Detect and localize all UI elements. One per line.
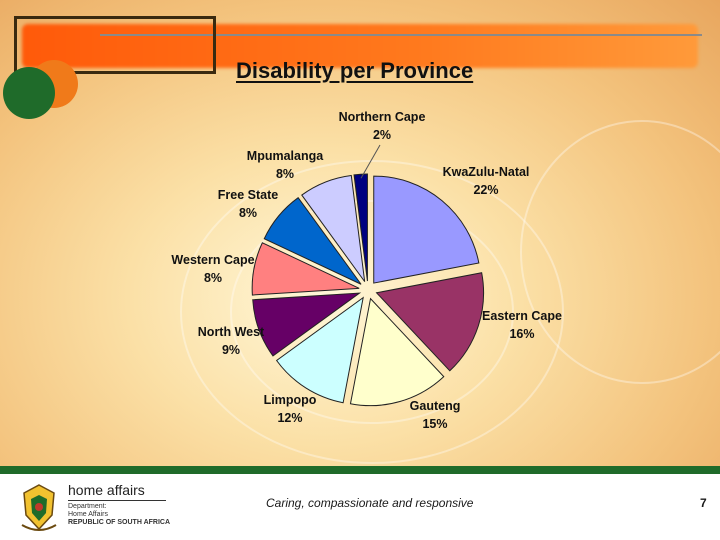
tagline: Caring, compassionate and responsive	[266, 496, 474, 510]
pie-slice-eastern-cape	[375, 272, 484, 372]
green-circle-decoration	[3, 67, 55, 119]
slice-label-mpumalanga: Mpumalanga	[247, 149, 324, 163]
logo-name: home affairs	[68, 482, 145, 498]
slice-label-eastern-cape: Eastern Cape	[482, 309, 562, 323]
logo-rule	[68, 500, 166, 501]
slice-value-mpumalanga: 8%	[276, 167, 294, 181]
page-number: 7	[700, 496, 707, 510]
pie-slice-northern-cape	[353, 173, 368, 282]
footer-bar	[0, 466, 720, 474]
slice-label-north-west: North West	[198, 325, 265, 339]
slice-value-western-cape: 8%	[204, 271, 222, 285]
slice-label-northern-cape: Northern Cape	[339, 110, 426, 124]
pie-slice-free-state	[263, 196, 362, 285]
header-rule	[100, 34, 702, 36]
background-swirl	[230, 200, 514, 424]
header-frame	[14, 16, 216, 74]
slice-value-north-west: 9%	[222, 343, 240, 357]
pie-chart: KwaZulu-Natal 22% Eastern Cape 16% Gauteng 15…	[171, 110, 562, 431]
coat-of-arms-icon	[21, 484, 57, 531]
slice-label-kwazulu-natal: KwaZulu-Natal	[443, 165, 530, 179]
slice-label-gauteng: Gauteng	[410, 399, 461, 413]
department-line: Home Affairs	[68, 511, 108, 518]
chart-title: Disability per Province	[236, 58, 474, 83]
slice-label-limpopo: Limpopo	[264, 393, 317, 407]
department-line: Department:	[68, 503, 107, 510]
slice-value-free-state: 8%	[239, 206, 257, 220]
slice-value-gauteng: 15%	[422, 417, 447, 431]
slice-value-kwazulu-natal: 22%	[473, 183, 498, 197]
slice-value-limpopo: 12%	[277, 411, 302, 425]
country-line: REPUBLIC OF SOUTH AFRICA	[68, 519, 171, 526]
pie-slice-gauteng	[349, 297, 445, 407]
leader-line-northern-cape	[360, 144, 381, 179]
slice-label-western-cape: Western Cape	[171, 253, 254, 267]
pie-slice-limpopo	[275, 296, 364, 404]
pie-slice-western-cape	[251, 242, 360, 296]
footer: home affairs Department: Home Affairs RE…	[0, 474, 720, 540]
pie-slice-mpumalanga	[301, 174, 366, 282]
title-band	[22, 24, 698, 68]
pie-slice-north-west	[252, 292, 362, 357]
slice-label-free-state: Free State	[218, 188, 278, 202]
pie-slice-kwazulu-natal	[373, 175, 480, 284]
department-text: Department: Home Affairs REPUBLIC OF SOU…	[68, 503, 170, 527]
slice-value-eastern-cape: 16%	[509, 327, 534, 341]
slice-value-northern-cape: 2%	[373, 128, 391, 142]
